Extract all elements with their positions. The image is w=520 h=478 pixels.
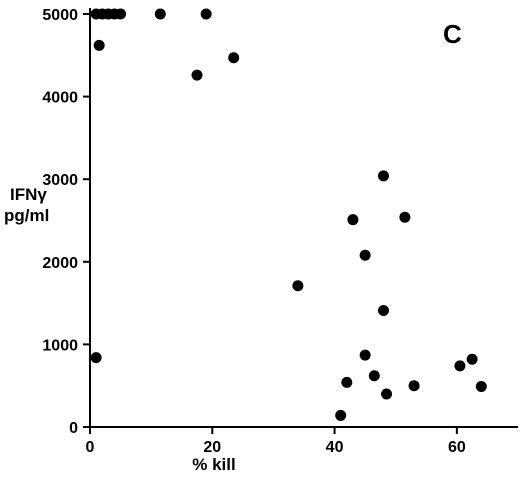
y-tick-label-3000: 3000 bbox=[42, 172, 78, 189]
data-point-11 bbox=[90, 352, 102, 364]
data-point-22 bbox=[408, 380, 420, 392]
data-point-18 bbox=[359, 349, 371, 361]
y-tick-label-4000: 4000 bbox=[42, 90, 78, 107]
x-tick-label-0: 0 bbox=[86, 439, 95, 456]
y-axis-title-line-2: pg/ml bbox=[4, 206, 49, 225]
data-point-20 bbox=[368, 370, 380, 382]
data-points bbox=[90, 8, 487, 421]
y-tick-label-2000: 2000 bbox=[42, 255, 78, 272]
data-point-9 bbox=[191, 69, 203, 81]
data-point-16 bbox=[359, 249, 371, 261]
data-point-10 bbox=[228, 52, 240, 64]
data-point-14 bbox=[347, 214, 359, 226]
data-point-7 bbox=[200, 8, 212, 20]
data-point-23 bbox=[335, 409, 347, 421]
y-axis-title-line-1: IFNγ bbox=[10, 185, 47, 204]
y-tick-label-5000: 5000 bbox=[42, 7, 78, 24]
data-point-13 bbox=[377, 170, 389, 182]
data-point-6 bbox=[154, 8, 166, 20]
data-point-5 bbox=[115, 8, 127, 20]
panel-label: C bbox=[443, 19, 462, 49]
data-point-17 bbox=[377, 305, 389, 317]
ticks bbox=[83, 13, 458, 434]
y-tick-label-1000: 1000 bbox=[42, 337, 78, 354]
data-point-8 bbox=[93, 39, 105, 51]
x-tick-label-20: 20 bbox=[203, 439, 221, 456]
data-point-25 bbox=[466, 353, 478, 365]
data-point-19 bbox=[341, 376, 353, 388]
axes bbox=[89, 8, 518, 428]
y-tick-label-0: 0 bbox=[69, 420, 78, 437]
data-point-21 bbox=[381, 388, 393, 400]
x-tick-label-40: 40 bbox=[326, 439, 344, 456]
tick-labels: 0 20 40 60 0 1000 2000 3000 4000 5000 bbox=[42, 7, 465, 456]
x-axis-title: % kill bbox=[192, 455, 235, 474]
x-tick-label-60: 60 bbox=[448, 439, 466, 456]
data-point-15 bbox=[399, 211, 411, 223]
data-point-26 bbox=[475, 381, 487, 393]
data-point-12 bbox=[292, 280, 304, 292]
data-point-24 bbox=[454, 360, 466, 372]
